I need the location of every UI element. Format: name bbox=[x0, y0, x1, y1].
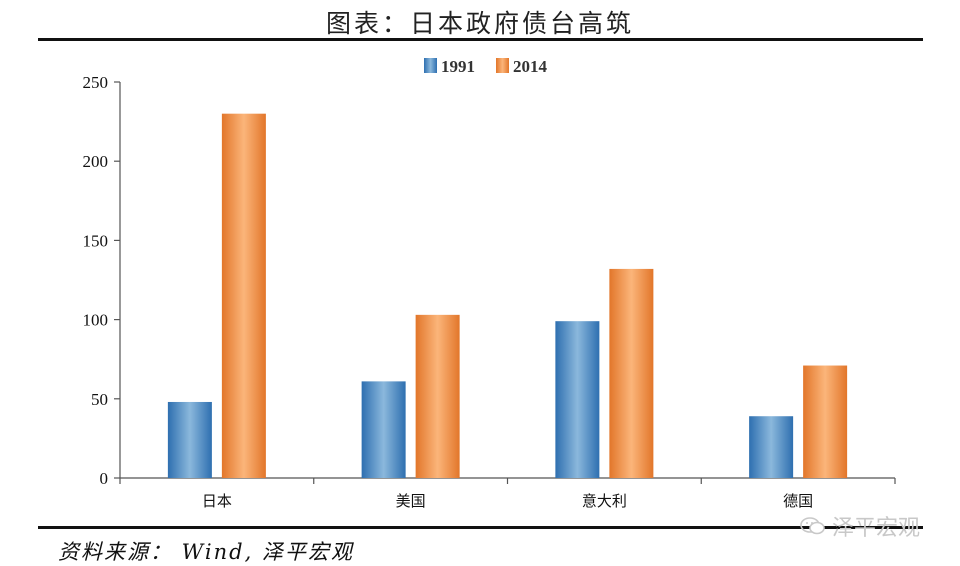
bar-1991-2 bbox=[555, 321, 600, 478]
bar-chart: 0 50 100 150 200 250 日本 美国 意大利 德国 1991 2014 bbox=[83, 57, 896, 510]
legend-label-2014: 2014 bbox=[513, 57, 548, 76]
bar-1991-3 bbox=[749, 416, 794, 478]
bar-2014-2 bbox=[609, 268, 654, 478]
x-category-label: 美国 bbox=[396, 492, 426, 510]
bar-1991-1 bbox=[361, 381, 406, 478]
legend-swatch-2014 bbox=[496, 58, 509, 73]
watermark-text: 泽平宏观 bbox=[832, 516, 921, 541]
x-category-label: 日本 bbox=[202, 492, 232, 510]
bar-2014-1 bbox=[415, 314, 460, 478]
legend-swatch-1991 bbox=[424, 58, 437, 73]
legend-label-1991: 1991 bbox=[441, 57, 475, 76]
chart-title: 图表：日本政府债台高筑 bbox=[325, 9, 634, 38]
bar-1991-0 bbox=[167, 401, 212, 478]
y-tick-label: 150 bbox=[83, 231, 109, 250]
x-category-label: 意大利 bbox=[582, 492, 627, 510]
y-tick-label: 250 bbox=[83, 73, 109, 92]
y-tick-label: 100 bbox=[83, 311, 109, 330]
y-tick-label: 50 bbox=[91, 390, 108, 409]
wechat-icon bbox=[800, 517, 825, 535]
x-category-label: 德国 bbox=[783, 492, 813, 510]
bottom-rule bbox=[38, 526, 923, 529]
source-note: 资料来源： Wind, 泽平宏观 bbox=[58, 540, 354, 564]
bar-2014-0 bbox=[221, 113, 266, 479]
y-tick-label: 0 bbox=[100, 469, 109, 488]
y-tick-label: 200 bbox=[83, 152, 109, 171]
watermark: 泽平宏观 bbox=[800, 510, 920, 542]
top-rule bbox=[38, 38, 923, 41]
bar-2014-3 bbox=[803, 365, 848, 478]
